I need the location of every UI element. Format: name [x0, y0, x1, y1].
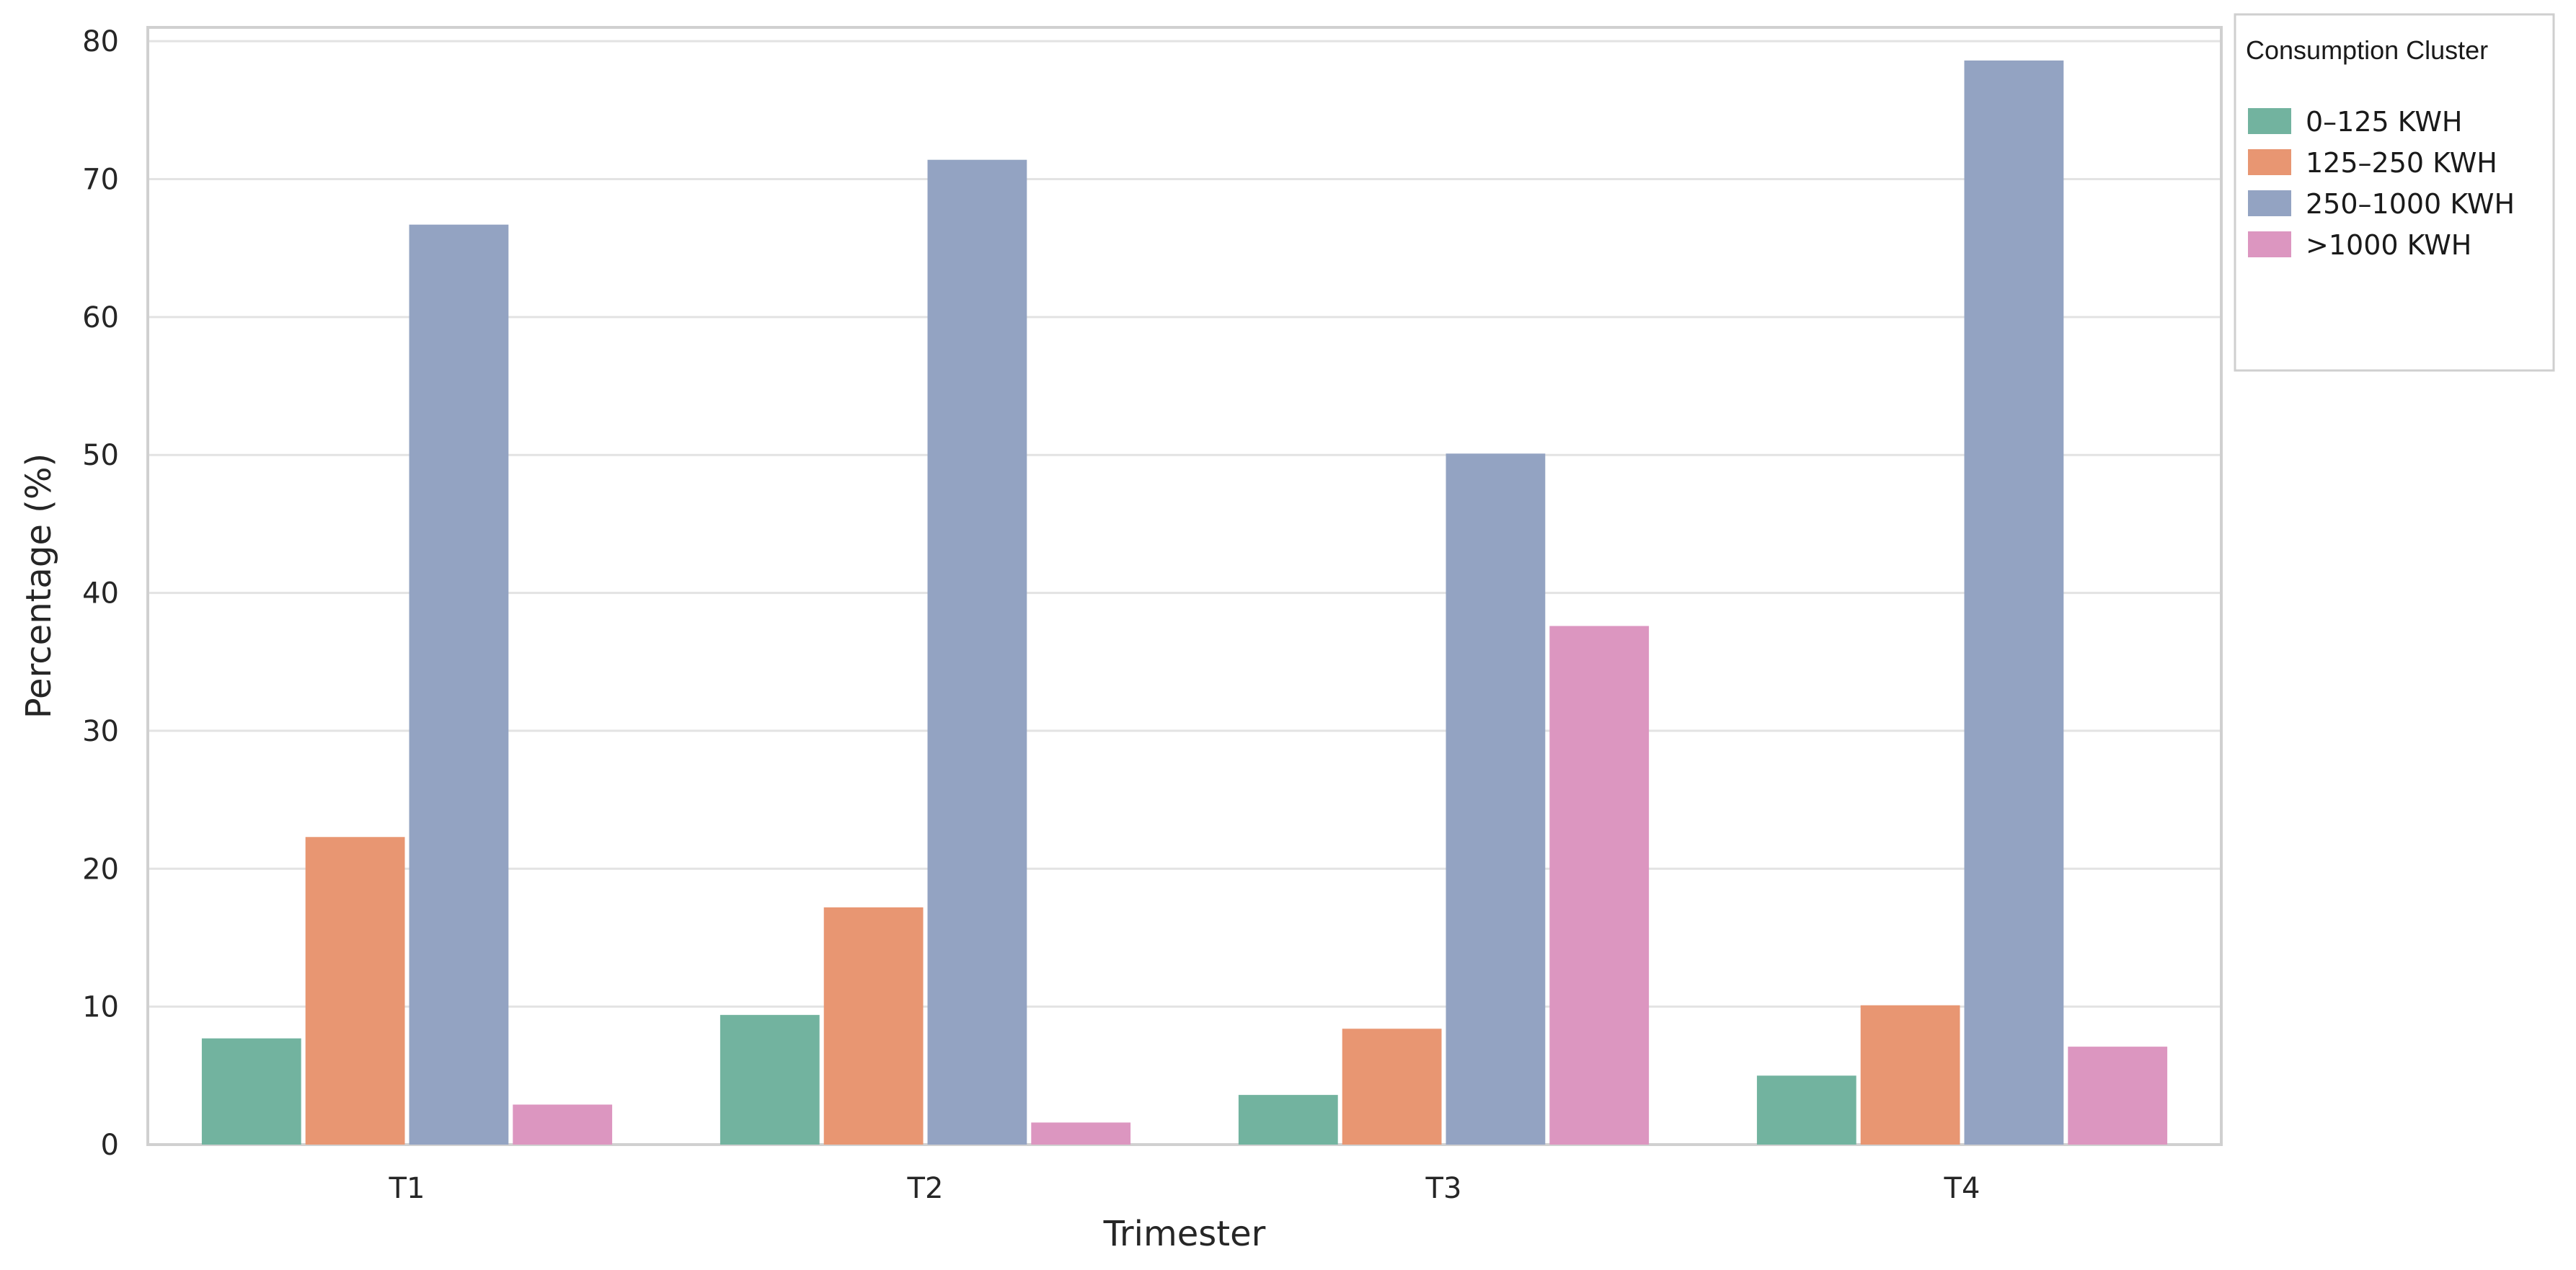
bar-t1-series-3	[409, 224, 509, 1145]
y-tick-label: 20	[82, 853, 119, 886]
x-tick-label: T4	[1944, 1172, 1980, 1205]
legend-label: 250–1000 KWH	[2306, 188, 2515, 220]
bar-t3-series-4	[1549, 626, 1650, 1145]
x-tick-label: T1	[389, 1172, 425, 1205]
bar-t3-series-3	[1446, 453, 1546, 1145]
y-tick-label: 0	[101, 1129, 119, 1162]
legend-title: Consumption Cluster	[2246, 35, 2488, 65]
bar-t4-series-4	[2068, 1047, 2168, 1145]
bar-t4-series-2	[1860, 1005, 1960, 1145]
legend-swatch	[2248, 149, 2291, 175]
legend-swatch	[2248, 231, 2291, 257]
bar-t2-series-4	[1031, 1122, 1131, 1145]
legend-label: 125–250 KWH	[2306, 147, 2497, 179]
bar-t3-series-1	[1238, 1095, 1338, 1145]
x-tick-label: T3	[1425, 1172, 1462, 1205]
y-tick-label: 10	[82, 991, 119, 1024]
legend-items: 0–125 KWH 125–250 KWH 250–1000 KWH >1000 KW…	[2248, 106, 2515, 261]
y-tick-label: 40	[82, 577, 119, 610]
y-tick-label: 30	[82, 715, 119, 748]
legend-label: >1000 KWH	[2306, 229, 2471, 261]
y-axis-ticks: 0 10 20 30 40 50 60 70 80	[82, 25, 119, 1162]
x-axis-ticks: T1 T2 T3 T4	[389, 1172, 1980, 1205]
x-axis-title: Trimester	[1103, 1214, 1266, 1254]
plot-area-frame	[146, 26, 2223, 1146]
y-tick-label: 60	[82, 301, 119, 334]
bar-t1-series-2	[305, 837, 405, 1145]
bar-t4-series-1	[1756, 1075, 1856, 1145]
y-axis-title: Percentage (%)	[19, 453, 59, 719]
bar-t3-series-2	[1342, 1029, 1442, 1145]
bar-t1-series-4	[513, 1104, 613, 1145]
bar-t2-series-3	[927, 159, 1027, 1145]
legend-swatch	[2248, 108, 2291, 134]
x-tick-label: T2	[907, 1172, 944, 1205]
y-tick-label: 70	[82, 163, 119, 196]
bar-t1-series-1	[201, 1038, 301, 1145]
y-tick-label: 80	[82, 25, 119, 58]
bars	[201, 60, 2168, 1145]
bar-t2-series-1	[720, 1015, 820, 1145]
bar-t4-series-3	[1964, 60, 2064, 1145]
legend-label: 0–125 KWH	[2306, 106, 2463, 138]
legend: Consumption Cluster 0–125 KWH 125–250 KWH…	[2234, 13, 2555, 372]
legend-swatch	[2248, 190, 2291, 216]
y-tick-label: 50	[82, 439, 119, 472]
bar-t2-series-2	[823, 907, 924, 1145]
